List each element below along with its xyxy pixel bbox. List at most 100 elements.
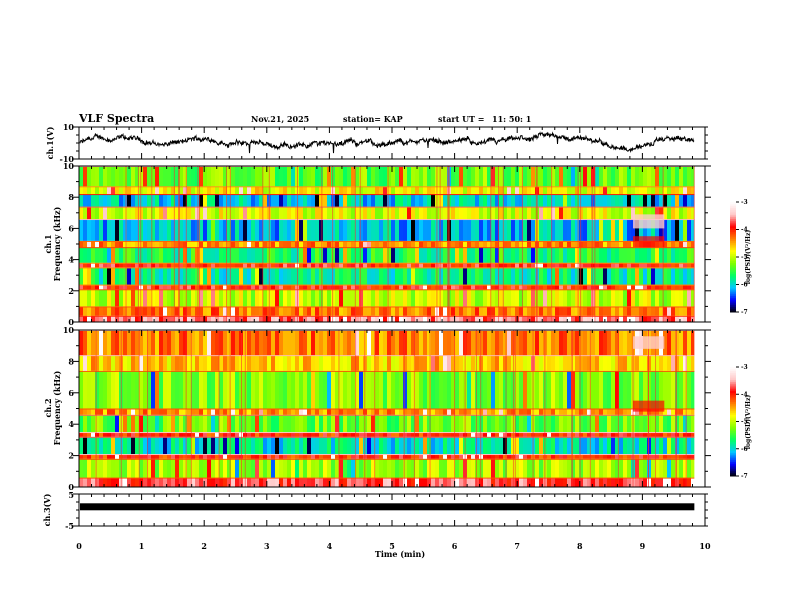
ch1-spec-cell [503, 284, 507, 290]
ch1-spec-cell [323, 315, 327, 322]
ch1-spec-cell [651, 186, 655, 195]
ch2-spec-cell [223, 432, 227, 437]
ch2-colorbar-swatch [730, 396, 736, 399]
ch2-spec-cell [435, 355, 439, 371]
ch1-colorbar-swatch [730, 244, 736, 247]
ch2-spec-cell [259, 355, 263, 371]
ch1-spec-cell [159, 306, 163, 316]
ch2-spec-cell [159, 370, 163, 409]
ch1-spec-cell [519, 267, 523, 285]
ch1-spec-cell [615, 247, 619, 263]
ch1-spec-cell [611, 247, 615, 263]
ch2-spec-cell [603, 477, 607, 487]
ch2-spec-cell [259, 458, 263, 478]
ch1-spec-cell [295, 267, 299, 285]
ch1-spec-cell [547, 240, 551, 248]
ch2-spec-cell [343, 477, 347, 487]
ch2-spec-cell [459, 414, 463, 433]
ch1-spec-cell [599, 284, 603, 290]
ch1-spec-cell [103, 186, 107, 195]
ch1-spec-cell [171, 306, 175, 316]
ch2-spec-cell [623, 370, 627, 409]
ch2-spec-cell [351, 408, 355, 415]
ch2-spec-cell [295, 414, 299, 433]
ch2-colorbar-swatch [730, 437, 736, 441]
ch1-spec-cell [575, 166, 579, 187]
ch2-spec-cell [83, 330, 87, 356]
ch1-spec-cell [547, 194, 551, 207]
ch2-spec-cell [215, 408, 219, 415]
ch2-spec-cell [411, 458, 415, 478]
ch1-spec-cell [327, 247, 331, 263]
ch1-spec-cell [403, 267, 407, 285]
ch2-spec-cell [295, 355, 299, 371]
ch1-spec-cell [183, 219, 187, 241]
ch1-spec-cell [231, 206, 235, 220]
ch1-spec-cell [387, 247, 391, 263]
ch1-spec-cell [183, 306, 187, 316]
ch1-spec-cell [667, 206, 671, 220]
ch1-spec-cell [339, 262, 343, 268]
ch1-spec-cell [143, 306, 147, 316]
ch1-spec-cell [287, 315, 291, 322]
ch2-spec-cell [367, 414, 371, 433]
ch2-spec-cell [411, 370, 415, 409]
ch1-spec-cell [175, 289, 179, 307]
ch1-spec-cell [187, 206, 191, 220]
ch2-spec-cell [435, 458, 439, 478]
ch2-spec-cell [399, 408, 403, 415]
ch2-spec-cell [483, 432, 487, 437]
ch2-spec-cell [227, 370, 231, 409]
ch1-spec-cell [491, 284, 495, 290]
ch1-spec-cell [223, 247, 227, 263]
ch2-spec-cell [527, 477, 531, 487]
ch1-spec-cell [159, 315, 163, 322]
ch1-spec-cell [611, 289, 615, 307]
ch1-spec-cell [183, 284, 187, 290]
ch2-spec-cell [471, 454, 475, 459]
ch2-spec-cell [679, 414, 683, 433]
ch1-spec-cell [219, 166, 223, 187]
ch1-spec-cell [131, 247, 135, 263]
ch1-spec-cell [203, 166, 207, 187]
ch2-spec-cell [515, 414, 519, 433]
ch2-spec-cell [559, 432, 563, 437]
ch2-spec-cell [143, 454, 147, 459]
ch2-colorbar-swatch [730, 425, 736, 428]
ch1-spec-cell [211, 262, 215, 268]
ch2-spec-cell [395, 355, 399, 371]
ch2-spec-cell [675, 436, 679, 455]
ch2-spec-cell [323, 432, 327, 437]
ch1-spec-cell [523, 186, 527, 195]
ch1-spec-cell [343, 315, 347, 322]
ch1-spec-cell [491, 206, 495, 220]
ch1-spec-cell [667, 315, 671, 322]
ch1-spec-cell [291, 284, 295, 290]
ch2-spec-cell [275, 432, 279, 437]
ch2-spec-cell [191, 436, 195, 455]
ch2-spec-cell [499, 355, 503, 371]
ch1-spec-cell [479, 194, 483, 207]
ch1-spec-cell [167, 267, 171, 285]
ch1-spec-cell [687, 186, 691, 195]
ch1-spec-cell [459, 219, 463, 241]
ch2-spec-cell [647, 414, 651, 433]
ch1-spec-cell [651, 247, 655, 263]
ch1-spec-cell [503, 247, 507, 263]
ch1-spec-cell [155, 206, 159, 220]
ch1-spec-cell [487, 194, 491, 207]
ch1-spec-cell [415, 315, 419, 322]
ch2-spec-cell [323, 330, 327, 356]
ch1-spec-cell [303, 240, 307, 248]
ch1-spec-cell [195, 166, 199, 187]
ch1-spec-cell [683, 194, 687, 207]
ch1-spec-cell [515, 240, 519, 248]
ch2-spec-cell [111, 432, 115, 437]
ch2-spec-cell [627, 330, 631, 356]
ch1-spec-cell [575, 262, 579, 268]
ch2-spec-cell [411, 436, 415, 455]
ch2-spec-cell [331, 408, 335, 415]
ch1-spec-cell [191, 267, 195, 285]
ch1-spec-cell [471, 247, 475, 263]
ch1-spec-cell [523, 262, 527, 268]
